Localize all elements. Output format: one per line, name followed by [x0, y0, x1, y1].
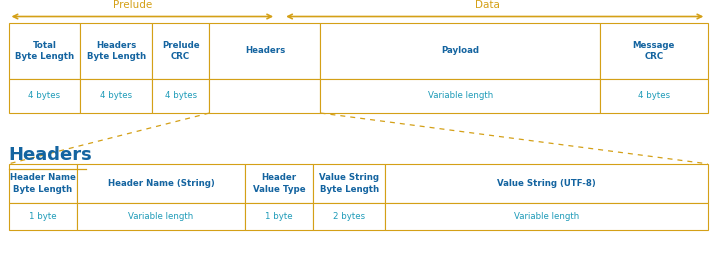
Bar	[80, 23, 152, 79]
Text: 2 bytes: 2 bytes	[333, 212, 365, 221]
Text: Prelude: Prelude	[113, 0, 152, 10]
Text: Value String (UTF-8): Value String (UTF-8)	[497, 179, 596, 188]
Bar	[320, 79, 600, 113]
Text: Data: Data	[475, 0, 500, 10]
Bar	[600, 23, 708, 79]
Bar	[313, 164, 385, 203]
Bar	[385, 203, 708, 230]
Text: 4 bytes: 4 bytes	[165, 91, 196, 100]
Text: Value String
Byte Length: Value String Byte Length	[319, 173, 379, 194]
Text: Header Name
Byte Length: Header Name Byte Length	[10, 173, 75, 194]
Bar	[245, 203, 313, 230]
Bar	[245, 164, 313, 203]
Text: Headers
Byte Length: Headers Byte Length	[87, 41, 146, 61]
Bar	[600, 79, 708, 113]
Text: Header
Value Type: Header Value Type	[253, 173, 305, 194]
Bar	[209, 79, 320, 113]
Bar	[152, 23, 209, 79]
Text: Variable length: Variable length	[513, 212, 579, 221]
Text: Variable length: Variable length	[427, 91, 493, 100]
Text: 1 byte: 1 byte	[29, 212, 57, 221]
Bar	[77, 164, 245, 203]
Bar	[9, 164, 77, 203]
Text: 1 byte: 1 byte	[265, 212, 293, 221]
Bar	[77, 203, 245, 230]
Bar	[80, 79, 152, 113]
Bar	[209, 23, 320, 79]
Bar	[385, 164, 708, 203]
Text: 4 bytes: 4 bytes	[100, 91, 132, 100]
Text: Total
Byte Length: Total Byte Length	[15, 41, 74, 61]
Bar	[9, 23, 80, 79]
Text: Headers: Headers	[9, 146, 92, 164]
Bar	[320, 23, 600, 79]
Bar	[313, 203, 385, 230]
Text: Headers: Headers	[244, 46, 285, 55]
Bar	[9, 203, 77, 230]
Text: Payload: Payload	[442, 46, 479, 55]
Text: 4 bytes: 4 bytes	[638, 91, 670, 100]
Text: Header Name (String): Header Name (String)	[108, 179, 214, 188]
Text: Variable length: Variable length	[128, 212, 194, 221]
Text: Message
CRC: Message CRC	[632, 41, 675, 61]
Bar	[152, 79, 209, 113]
Bar	[9, 79, 80, 113]
Text: Prelude
CRC: Prelude CRC	[162, 41, 199, 61]
Text: 4 bytes: 4 bytes	[29, 91, 60, 100]
